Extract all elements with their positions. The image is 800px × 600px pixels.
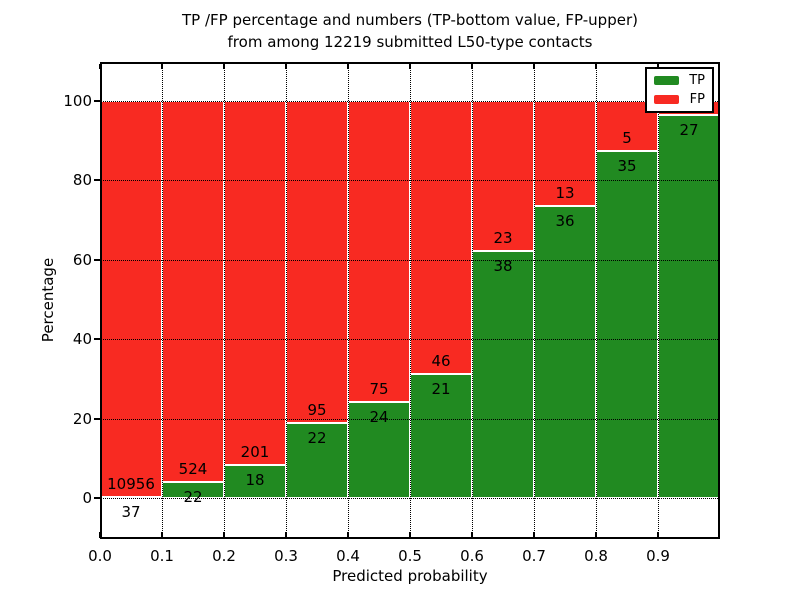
plot-area: TP FP 0.0 0.1 0.2 0.3 0.4 0.5 0.6 0.7 0.8 0.9 0 20 40… <box>63 62 720 565</box>
x-tick-bottom <box>595 532 597 538</box>
fp-bar-segment <box>472 101 534 251</box>
y-tick-label: 60 <box>72 250 92 269</box>
tp-count-label: 27 <box>679 121 699 140</box>
y-tick-label: 0 <box>82 489 92 507</box>
legend: TP FP <box>645 67 714 113</box>
x-tick-top <box>595 64 597 69</box>
x-tick-label: 0.0 <box>88 547 112 565</box>
x-tick-bottom <box>99 532 101 538</box>
tp-count-label: 38 <box>493 256 513 275</box>
y-tick-label: 100 <box>63 92 92 110</box>
fp-bar-segment <box>410 101 472 374</box>
x-tick-top <box>409 64 411 69</box>
fp-bar-segment <box>534 101 596 207</box>
x-tick-bottom <box>285 532 287 538</box>
tp-count-label: 18 <box>245 471 265 490</box>
x-tick-top <box>99 64 101 69</box>
x-tick-top <box>223 64 225 69</box>
tp-bar-segment <box>472 250 534 498</box>
vertical-gridline <box>596 62 597 539</box>
vertical-gridline <box>534 62 535 539</box>
x-tick-top <box>533 64 535 69</box>
fp-count-label: 5 <box>622 128 632 147</box>
x-tick-bottom <box>471 532 473 538</box>
tp-bar-segment <box>534 206 596 498</box>
x-tick-top <box>285 64 287 69</box>
fp-count-label: 23 <box>493 228 513 247</box>
tp-count-label: 35 <box>617 156 637 175</box>
legend-row: TP <box>654 74 705 87</box>
y-tick-label: 20 <box>72 409 92 428</box>
tp-bar-segment <box>286 423 348 498</box>
x-tick-bottom <box>533 532 535 538</box>
vertical-gridline <box>658 62 659 539</box>
tp-bar-segment <box>658 115 720 498</box>
chart-title-line-2: from among 12219 submitted L50-type cont… <box>227 33 593 51</box>
tp-bar-segment <box>348 401 410 498</box>
y-tick <box>94 417 100 420</box>
tp-count-label: 22 <box>183 488 203 506</box>
vertical-gridline <box>472 62 473 539</box>
y-tick-label: 40 <box>72 330 92 349</box>
x-tick-label: 0.7 <box>522 547 546 565</box>
vertical-gridline <box>410 62 411 539</box>
x-tick-top <box>657 64 659 69</box>
x-tick-top <box>161 64 163 69</box>
chart-title-line-1: TP /FP percentage and numbers (TP-bottom… <box>182 11 638 29</box>
fp-count-label: 46 <box>431 351 451 370</box>
chart-title: TP /FP percentage and numbers (TP-bottom… <box>100 9 720 53</box>
fp-count-label: 524 <box>178 460 208 478</box>
x-tick-bottom <box>161 532 163 538</box>
y-tick <box>94 338 100 341</box>
x-tick-label: 0.5 <box>398 547 422 565</box>
vertical-gridline <box>224 62 225 539</box>
x-tick-label: 0.2 <box>212 547 236 565</box>
y-tick <box>94 258 100 261</box>
y-tick-label: 80 <box>72 171 92 190</box>
x-tick-label: 0.8 <box>584 547 608 565</box>
fp-count-label: 75 <box>369 379 389 398</box>
legend-label: TP <box>689 73 705 89</box>
tp-count-label: 36 <box>555 212 575 231</box>
fp-bar-segment <box>162 101 224 482</box>
y-tick <box>94 179 100 182</box>
fp-count-label: 13 <box>555 184 575 203</box>
tp-legend-swatch <box>654 76 679 86</box>
x-tick-label: 0.4 <box>336 547 360 565</box>
x-axis-label: Predicted probability <box>332 567 488 585</box>
y-tick <box>94 100 100 102</box>
fp-bar-segment <box>286 101 348 424</box>
fp-bar-segment <box>224 101 286 466</box>
legend-row: FP <box>654 93 705 106</box>
tp-bar-segment <box>596 150 658 498</box>
tp-count-label: 24 <box>369 407 389 426</box>
vertical-gridline <box>286 62 287 539</box>
x-tick-bottom <box>409 532 411 538</box>
tp-count-label: 21 <box>431 379 451 398</box>
fp-count-label: 10956 <box>107 474 155 493</box>
x-tick-label: 0.1 <box>150 547 174 565</box>
x-tick-bottom <box>223 532 225 538</box>
tp-count-label: 22 <box>307 429 327 448</box>
vertical-gridline <box>348 62 349 539</box>
x-tick-top <box>471 64 473 69</box>
x-tick-top <box>347 64 349 69</box>
x-tick-label: 0.9 <box>646 547 670 565</box>
vertical-gridline <box>162 62 163 539</box>
fp-count-label: 95 <box>307 401 327 420</box>
fp-bar-segment <box>348 101 410 402</box>
fp-bar-segment <box>100 101 162 497</box>
x-tick-bottom <box>657 532 659 538</box>
x-tick-label: 0.6 <box>460 547 484 565</box>
x-tick-bottom <box>347 532 349 538</box>
legend-label: FP <box>689 91 705 107</box>
fp-legend-swatch <box>654 94 679 104</box>
tp-count-label: 37 <box>121 502 141 521</box>
x-tick-label: 0.3 <box>274 547 298 565</box>
y-tick <box>94 497 100 499</box>
fp-count-label: 201 <box>240 443 270 462</box>
